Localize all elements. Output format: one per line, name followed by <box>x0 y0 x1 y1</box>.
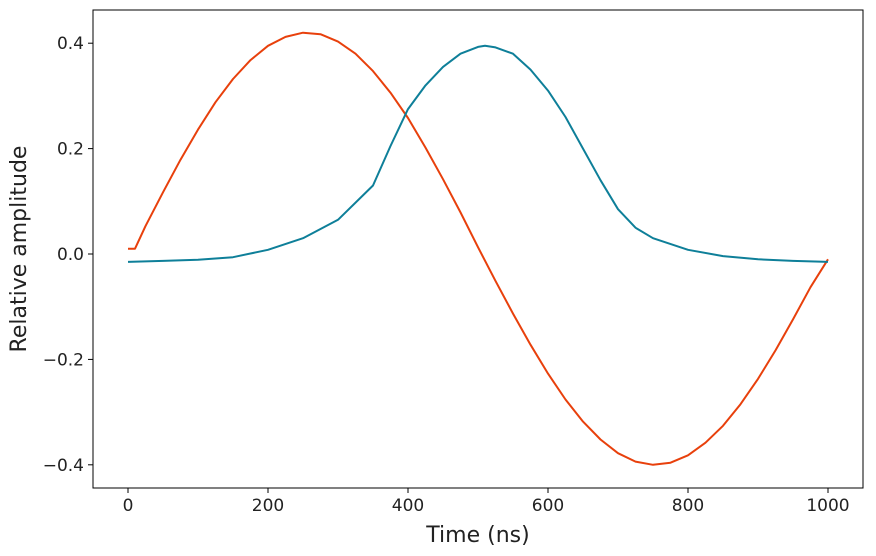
series-line <box>128 31 829 466</box>
y-axis-label: Relative amplitude <box>7 146 32 353</box>
y-tick-label: 0.4 <box>57 34 84 54</box>
plot-frame <box>92 9 864 489</box>
y-tick-label: −0.2 <box>43 350 84 370</box>
x-tick-label: 1000 <box>806 496 849 516</box>
x-tick-label: 800 <box>672 496 704 516</box>
x-tick-label: 600 <box>532 496 564 516</box>
y-tick-label: 0.2 <box>57 140 84 160</box>
x-tick-label: 0 <box>123 496 134 516</box>
y-tick-label: 0.0 <box>57 245 84 265</box>
x-tick-label: 200 <box>252 496 284 516</box>
x-axis-label: Time (ns) <box>425 523 529 548</box>
x-tick-label: 400 <box>392 496 424 516</box>
series-line <box>127 44 829 263</box>
y-tick-label: −0.4 <box>43 456 84 476</box>
